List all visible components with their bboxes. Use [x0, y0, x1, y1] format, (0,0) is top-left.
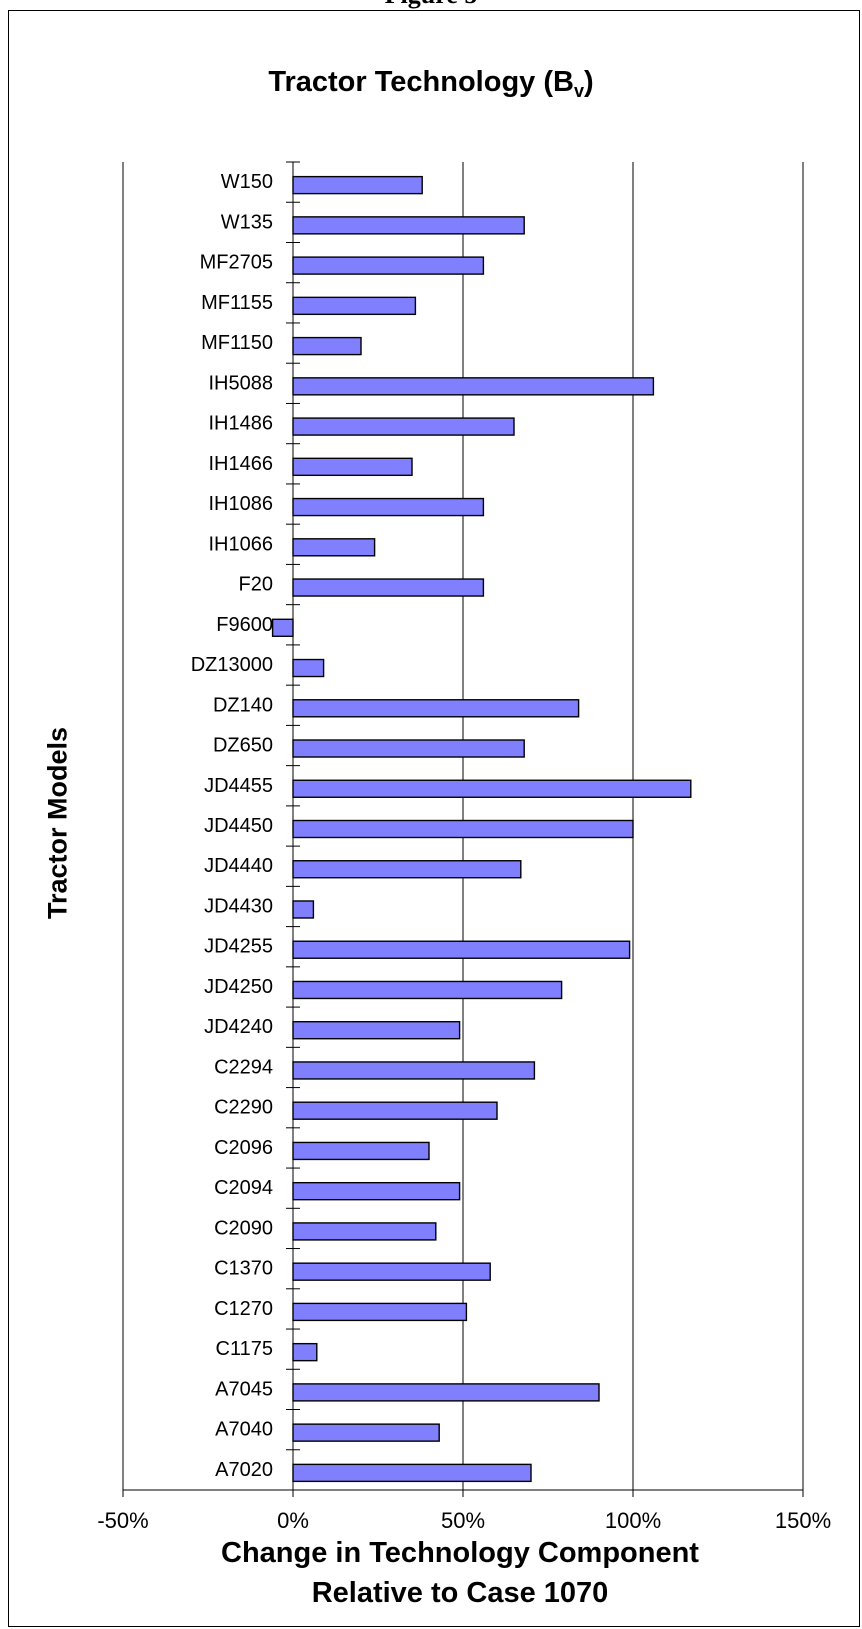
category-label: DZ13000 [191, 654, 273, 676]
bar-jd4440 [292, 860, 522, 879]
category-label: C2090 [214, 1217, 273, 1239]
category-label: W150 [221, 171, 273, 193]
bar-w135 [292, 216, 525, 235]
bar-c1175 [292, 1342, 318, 1362]
bar-c2094 [292, 1181, 461, 1201]
category-label: IH1066 [209, 533, 274, 555]
bar-jd4450 [292, 819, 634, 839]
category-label: A7045 [215, 1378, 273, 1400]
bar-dz140 [292, 699, 580, 718]
category-label: C2094 [214, 1177, 273, 1199]
bar-ih5088 [292, 377, 655, 396]
bar-a7040 [292, 1423, 440, 1442]
bar-jd4250 [292, 980, 563, 1000]
x-axis-label: Change in Technology Component Relative … [0, 1533, 862, 1613]
bar-mf1150 [292, 336, 362, 356]
chart-title-suffix: ) [583, 66, 594, 98]
category-label: C1370 [214, 1258, 273, 1280]
chart-frame [8, 10, 860, 1627]
bar-jd4255 [292, 940, 631, 959]
bar-w150 [292, 175, 423, 195]
category-label: DZ140 [213, 694, 273, 716]
category-label: C1270 [214, 1298, 273, 1320]
category-label: A7020 [215, 1459, 273, 1481]
category-label: DZ650 [213, 735, 273, 757]
category-label: C2290 [214, 1097, 273, 1119]
bar-mf2705 [292, 256, 485, 275]
x-tick-label: 150% [775, 1508, 831, 1533]
category-label: A7040 [215, 1419, 273, 1441]
bar-c1370 [292, 1262, 491, 1281]
figure-heading: Figure 5 [0, 0, 862, 10]
category-label: JD4440 [204, 855, 273, 877]
category-label: MF1150 [201, 332, 273, 354]
category-label: JD4240 [204, 1016, 273, 1038]
chart-title-main: Tractor Technology (B [268, 66, 574, 98]
bar-jd4240 [292, 1021, 461, 1040]
category-label: IH1086 [209, 493, 274, 515]
bar-a7045 [292, 1383, 600, 1402]
x-tick-label: 50% [441, 1508, 485, 1533]
bar-c1270 [292, 1302, 468, 1322]
category-label: IH1466 [209, 453, 274, 475]
category-label: IH1486 [209, 413, 274, 435]
bar-c2096 [292, 1141, 430, 1161]
x-tick-label: 0% [277, 1508, 309, 1533]
category-label: MF2705 [200, 252, 273, 274]
category-label: F20 [239, 574, 273, 596]
bar-ih1486 [292, 417, 515, 436]
bar-c2294 [292, 1061, 536, 1080]
bar-dz13000 [292, 658, 325, 678]
category-label: F9600 [216, 614, 273, 636]
bar-f9600 [271, 618, 294, 637]
x-axis-label-line1: Change in Technology Component [221, 1537, 699, 1569]
category-label: C2096 [214, 1137, 273, 1159]
bar-ih1066 [292, 538, 376, 557]
chart-title: Tractor Technology (Bv) [0, 66, 862, 102]
category-label: C2294 [214, 1056, 273, 1078]
category-label: IH5088 [209, 372, 274, 394]
chart-title-subscript: v [573, 81, 584, 101]
category-label: JD4255 [204, 936, 273, 958]
category-label: JD4450 [204, 815, 273, 837]
bar-jd4455 [292, 779, 692, 798]
bar-dz650 [292, 739, 525, 758]
bar-ih1466 [292, 457, 413, 477]
bar-f20 [292, 578, 485, 597]
x-tick-label: -50% [97, 1508, 148, 1533]
bar-mf1155 [292, 296, 417, 316]
bar-a7020 [292, 1463, 532, 1483]
category-label: JD4250 [204, 976, 273, 998]
bar-ih1086 [292, 497, 485, 517]
category-label: C1175 [216, 1338, 273, 1360]
bar-jd4430 [292, 900, 315, 919]
x-axis-label-line2: Relative to Case 1070 [311, 1577, 609, 1609]
category-label: JD4430 [204, 895, 273, 917]
category-label: W135 [221, 211, 273, 233]
bar-c2290 [292, 1101, 498, 1120]
category-label: JD4455 [204, 775, 273, 797]
x-tick-label: 100% [605, 1508, 661, 1533]
category-label: MF1155 [201, 292, 273, 314]
bar-c2090 [292, 1222, 437, 1241]
